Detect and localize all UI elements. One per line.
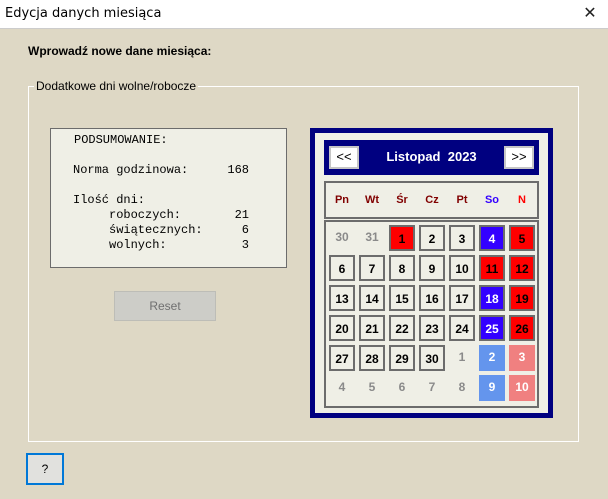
- day-cell[interactable]: 5: [368, 380, 376, 394]
- title-bar: Edycja danych miesiąca ✕: [0, 0, 608, 29]
- month-name: Listopad: [386, 149, 441, 164]
- group-label: Dodatkowe dni wolne/robocze: [34, 79, 199, 93]
- summary-panel: PODSUMOWANIE: Norma godzinowa: 168 Ilość…: [50, 128, 287, 268]
- day-cell[interactable]: 28: [359, 345, 385, 371]
- day-cell[interactable]: 6: [329, 255, 355, 281]
- day-cell[interactable]: 21: [359, 315, 385, 341]
- summary-title: PODSUMOWANIE:: [74, 133, 168, 147]
- holiday-label: świątecznych:: [109, 223, 203, 237]
- day-cell[interactable]: 2: [479, 345, 505, 371]
- days-label: Ilość dni:: [73, 193, 146, 207]
- day-cell[interactable]: 22: [389, 315, 415, 341]
- day-cell[interactable]: 1: [389, 225, 415, 251]
- extra-days-group: [28, 86, 579, 442]
- day-cell[interactable]: 18: [479, 285, 505, 311]
- working-label: roboczych:: [109, 208, 182, 222]
- day-cell[interactable]: 2: [419, 225, 445, 251]
- working-value: 21: [234, 208, 249, 222]
- day-cell[interactable]: 12: [509, 255, 535, 281]
- holiday-value: 6: [241, 223, 249, 237]
- close-icon[interactable]: ✕: [583, 5, 597, 22]
- weekday-label: Śr: [396, 194, 408, 206]
- day-cell[interactable]: 8: [389, 255, 415, 281]
- day-cell[interactable]: 7: [359, 255, 385, 281]
- free-label: wolnych:: [109, 238, 167, 252]
- day-cell[interactable]: 24: [449, 315, 475, 341]
- day-cell[interactable]: 9: [479, 375, 505, 401]
- help-button[interactable]: ?: [26, 453, 64, 485]
- weekday-label: N: [518, 194, 526, 206]
- day-grid: 30 31 1 2 3 4 5 6 7 8 9 10 11 12 13 14 15 16 17 18 19 20 21 22 2…: [324, 220, 539, 408]
- day-cell[interactable]: 29: [389, 345, 415, 371]
- day-cell[interactable]: 31: [365, 230, 379, 244]
- day-cell[interactable]: 13: [329, 285, 355, 311]
- day-cell[interactable]: 14: [359, 285, 385, 311]
- day-cell[interactable]: 10: [449, 255, 475, 281]
- day-cell[interactable]: 15: [389, 285, 415, 311]
- day-cell[interactable]: 19: [509, 285, 535, 311]
- day-cell[interactable]: 30: [335, 230, 349, 244]
- reset-button[interactable]: Reset: [114, 291, 216, 321]
- norm-value: 168: [227, 163, 249, 177]
- day-cell[interactable]: 17: [449, 285, 475, 311]
- day-cell[interactable]: 27: [329, 345, 355, 371]
- page-heading: Wprowadź nowe dane miesiąca:: [28, 44, 212, 58]
- prev-month-button[interactable]: <<: [329, 146, 359, 169]
- day-cell[interactable]: 6: [398, 380, 406, 394]
- weekday-label: Wt: [364, 194, 380, 206]
- day-cell[interactable]: 8: [458, 380, 466, 394]
- weekday-label: Pn: [334, 194, 350, 206]
- day-cell[interactable]: 1: [458, 350, 466, 364]
- month-year: Listopad 2023: [324, 149, 539, 164]
- day-cell[interactable]: 16: [419, 285, 445, 311]
- free-value: 3: [241, 238, 249, 252]
- day-cell[interactable]: 26: [509, 315, 535, 341]
- day-cell[interactable]: 3: [449, 225, 475, 251]
- calendar-header: Listopad 2023 << >>: [324, 140, 539, 175]
- day-cell[interactable]: 11: [479, 255, 505, 281]
- norm-label: Norma godzinowa:: [73, 163, 189, 177]
- year: 2023: [447, 149, 477, 164]
- day-cell[interactable]: 9: [419, 255, 445, 281]
- day-cell[interactable]: 30: [419, 345, 445, 371]
- day-cell[interactable]: 5: [509, 225, 535, 251]
- day-cell[interactable]: 7: [428, 380, 436, 394]
- day-cell[interactable]: 3: [509, 345, 535, 371]
- weekday-label: Cz: [425, 194, 439, 206]
- weekday-label: Pt: [456, 194, 468, 206]
- day-cell[interactable]: 10: [509, 375, 535, 401]
- day-cell[interactable]: 20: [329, 315, 355, 341]
- next-month-button[interactable]: >>: [504, 146, 534, 169]
- day-cell[interactable]: 23: [419, 315, 445, 341]
- window-title: Edycja danych miesiąca: [5, 6, 162, 21]
- day-cell[interactable]: 25: [479, 315, 505, 341]
- weekday-label: So: [484, 194, 500, 206]
- day-cell[interactable]: 4: [338, 380, 346, 394]
- weekday-header: Pn Wt Śr Cz Pt So N: [324, 181, 539, 219]
- day-cell[interactable]: 4: [479, 225, 505, 251]
- calendar: Listopad 2023 << >> Pn Wt Śr Cz Pt So N 30 31 1 2…: [310, 128, 553, 418]
